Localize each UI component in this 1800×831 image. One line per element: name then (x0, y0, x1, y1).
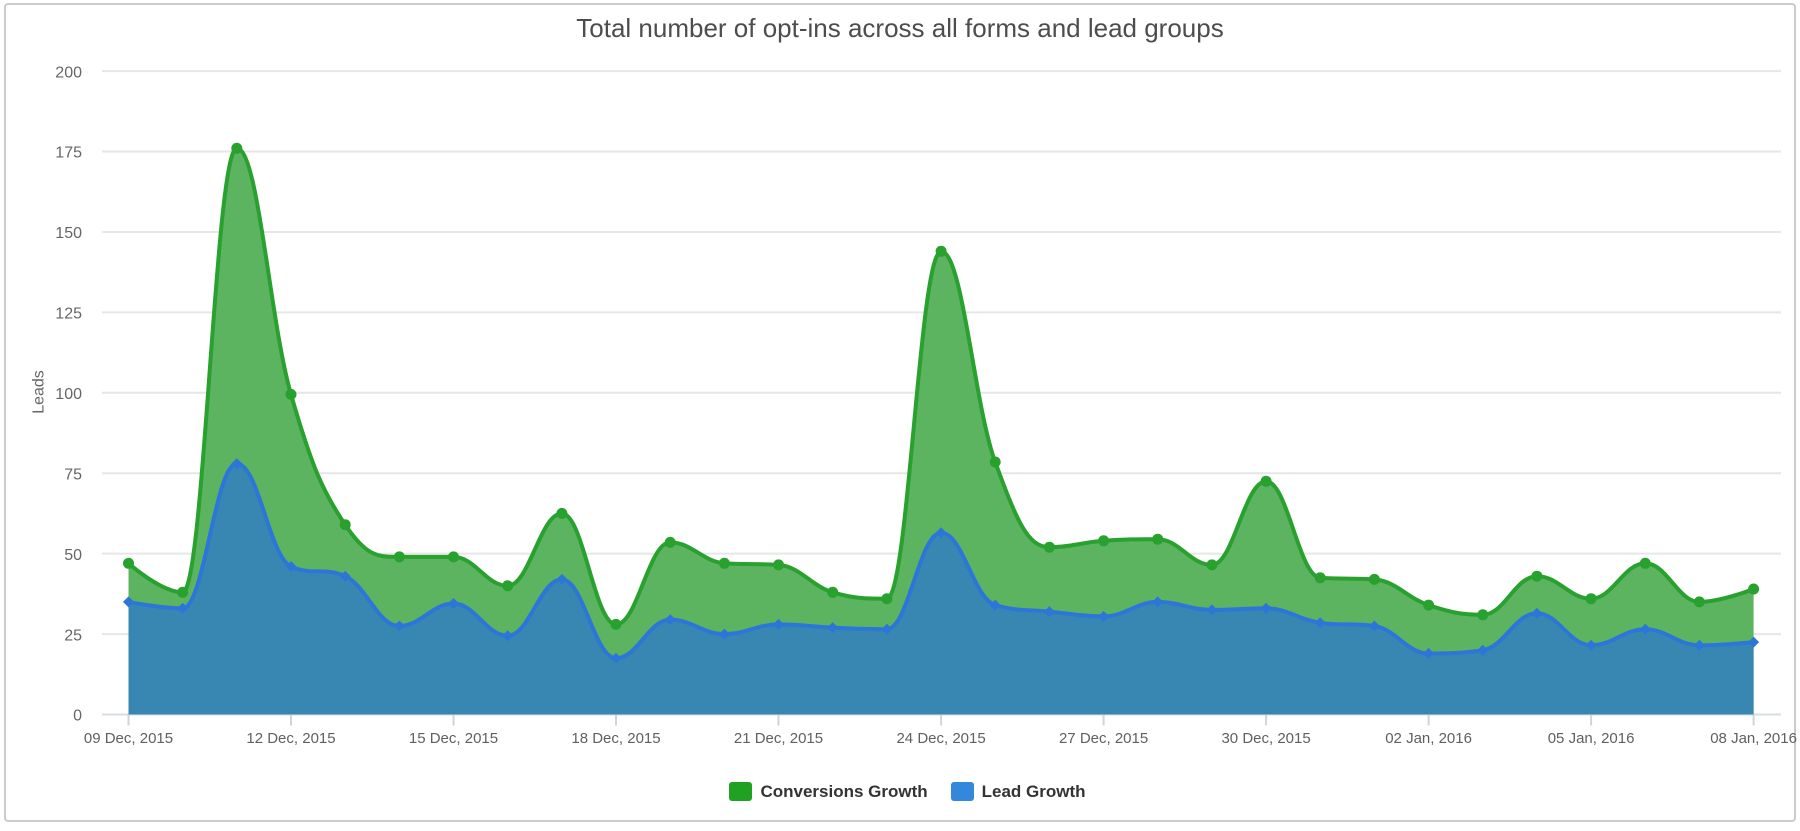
svg-text:15 Dec, 2015: 15 Dec, 2015 (409, 730, 498, 747)
svg-text:125: 125 (55, 306, 82, 323)
svg-text:05 Jan, 2016: 05 Jan, 2016 (1548, 730, 1635, 747)
svg-text:21 Dec, 2015: 21 Dec, 2015 (734, 730, 823, 747)
svg-text:30 Dec, 2015: 30 Dec, 2015 (1221, 730, 1310, 747)
svg-text:50: 50 (64, 547, 82, 564)
svg-text:09 Dec, 2015: 09 Dec, 2015 (84, 730, 173, 747)
svg-text:150: 150 (55, 225, 82, 242)
svg-text:200: 200 (55, 64, 82, 81)
svg-text:12 Dec, 2015: 12 Dec, 2015 (246, 730, 335, 747)
svg-text:08 Jan, 2016: 08 Jan, 2016 (1710, 730, 1797, 747)
svg-text:27 Dec, 2015: 27 Dec, 2015 (1059, 730, 1148, 747)
svg-text:25: 25 (64, 627, 82, 644)
svg-text:100: 100 (55, 386, 82, 403)
svg-text:02 Jan, 2016: 02 Jan, 2016 (1385, 730, 1472, 747)
svg-text:0: 0 (73, 708, 82, 725)
svg-text:75: 75 (64, 466, 82, 483)
svg-text:Leads: Leads (31, 370, 48, 414)
svg-text:175: 175 (55, 145, 82, 162)
svg-text:24 Dec, 2015: 24 Dec, 2015 (896, 730, 985, 747)
svg-text:18 Dec, 2015: 18 Dec, 2015 (571, 730, 660, 747)
